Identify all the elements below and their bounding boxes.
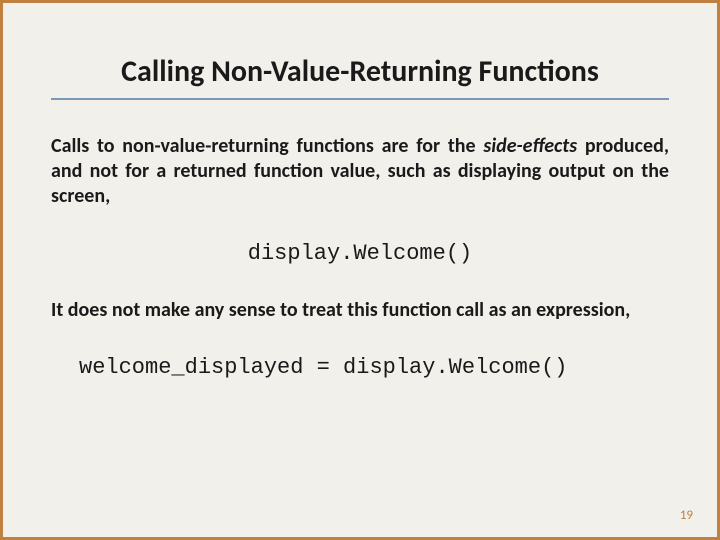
code-example-2: welcome_displayed = display.Welcome() (51, 355, 669, 380)
para1-pre: Calls to non-value-returning functions a… (51, 134, 483, 158)
page-number: 19 (680, 508, 693, 523)
slide-title: Calling Non-Value-Returning Functions (51, 53, 669, 100)
code-example-1: display.Welcome() (51, 241, 669, 266)
paragraph-1: Calls to non-value-returning functions a… (51, 134, 669, 209)
para1-emphasis: side-effects (483, 134, 577, 158)
paragraph-2: It does not make any sense to treat this… (51, 298, 669, 323)
slide-frame: Calling Non-Value-Returning Functions Ca… (0, 0, 720, 540)
